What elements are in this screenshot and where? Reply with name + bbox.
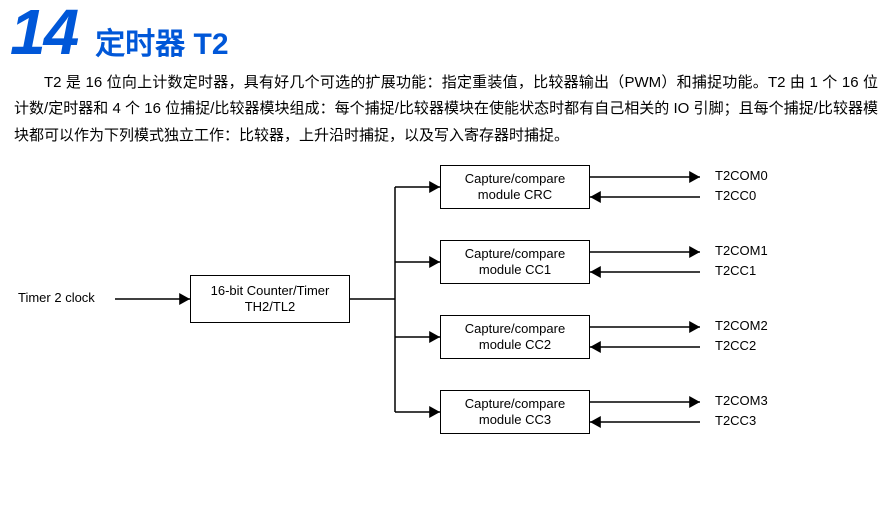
capture-compare-box-0-line2: module CRC (478, 187, 552, 203)
capture-compare-box-1-line1: Capture/compare (465, 246, 565, 262)
body-paragraph: T2 是 16 位向上计数定时器，具有好几个可选的扩展功能：指定重装值，比较器输… (0, 64, 892, 149)
counter-timer-box: 16-bit Counter/TimerTH2/TL2 (190, 275, 350, 323)
capture-compare-box-0-line1: Capture/compare (465, 171, 565, 187)
counter-timer-box-line1: 16-bit Counter/Timer (211, 283, 330, 299)
capture-compare-box-2: Capture/comparemodule CC2 (440, 315, 590, 359)
input-clock-label: Timer 2 clock (18, 290, 95, 305)
input-label-3: T2CC3 (715, 413, 756, 428)
capture-compare-box-1: Capture/comparemodule CC1 (440, 240, 590, 284)
chapter-number: 14 (10, 0, 77, 64)
input-label-2: T2CC2 (715, 338, 756, 353)
capture-compare-box-2-line2: module CC2 (479, 337, 551, 353)
output-label-2: T2COM2 (715, 318, 768, 333)
output-label-0: T2COM0 (715, 168, 768, 183)
output-label-3: T2COM3 (715, 393, 768, 408)
capture-compare-box-3-line1: Capture/compare (465, 396, 565, 412)
capture-compare-box-1-line2: module CC1 (479, 262, 551, 278)
chapter-title: 定时器 T2 (95, 19, 228, 63)
capture-compare-box-3-line2: module CC3 (479, 412, 551, 428)
input-label-0: T2CC0 (715, 188, 756, 203)
counter-timer-box-line2: TH2/TL2 (245, 299, 296, 315)
capture-compare-box-2-line1: Capture/compare (465, 321, 565, 337)
capture-compare-box-0: Capture/comparemodule CRC (440, 165, 590, 209)
output-label-1: T2COM1 (715, 243, 768, 258)
capture-compare-box-3: Capture/comparemodule CC3 (440, 390, 590, 434)
chapter-heading: 14 定时器 T2 (0, 0, 892, 64)
input-label-1: T2CC1 (715, 263, 756, 278)
paragraph-text: T2 是 16 位向上计数定时器，具有好几个可选的扩展功能：指定重装值，比较器输… (14, 74, 878, 144)
block-diagram: Timer 2 clock 16-bit Counter/TimerTH2/TL2… (0, 155, 892, 465)
